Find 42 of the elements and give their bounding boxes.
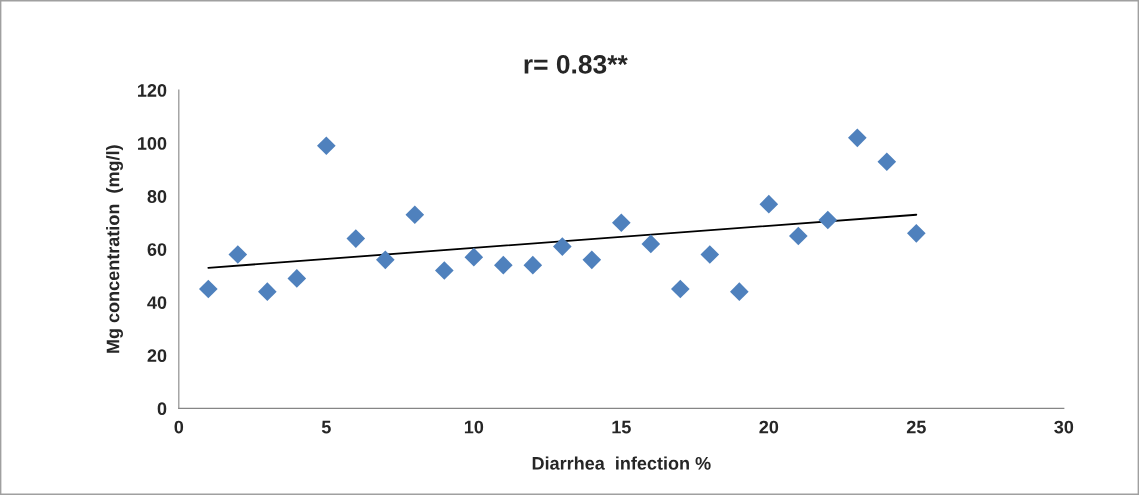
point xyxy=(759,194,779,214)
x-tick-label: 20 xyxy=(759,420,779,434)
point xyxy=(877,152,897,172)
point xyxy=(523,255,543,275)
point xyxy=(907,224,926,243)
x-tick-label: 25 xyxy=(906,420,926,434)
y-tick-label: 20 xyxy=(147,349,167,363)
point xyxy=(317,136,336,156)
point xyxy=(789,226,808,246)
point xyxy=(494,255,513,275)
y-tick-label: 100 xyxy=(138,137,167,150)
y-tick-label: 120 xyxy=(138,84,167,97)
chart-title: r= 0.83** xyxy=(524,55,628,74)
y-tick-label: 60 xyxy=(147,243,167,256)
point xyxy=(199,279,218,299)
point xyxy=(405,205,425,225)
y-tick-label: 40 xyxy=(147,296,167,309)
point xyxy=(730,282,749,301)
point xyxy=(671,279,690,299)
x-tick-label: 10 xyxy=(464,420,484,434)
point xyxy=(346,229,366,248)
point xyxy=(228,245,248,264)
x-axis-title: Diarrhea infection % xyxy=(532,456,711,470)
x-tick-label: 5 xyxy=(321,420,331,434)
point xyxy=(582,250,602,270)
point xyxy=(287,269,307,288)
point xyxy=(818,210,838,230)
point xyxy=(641,234,661,254)
point xyxy=(848,128,867,148)
point xyxy=(376,250,395,270)
x-tick-label: 15 xyxy=(612,420,631,434)
point xyxy=(435,261,454,280)
point xyxy=(553,237,572,256)
point xyxy=(464,247,484,267)
point xyxy=(700,245,720,264)
y-tick-label: 80 xyxy=(147,190,167,203)
y-axis-title: Mg concentration (mg/l) xyxy=(106,145,124,353)
y-tick-label: 0 xyxy=(157,402,167,416)
point xyxy=(612,213,631,233)
x-tick-label: 30 xyxy=(1054,420,1074,434)
x-tick-label: 0 xyxy=(174,420,184,434)
point xyxy=(258,282,277,301)
